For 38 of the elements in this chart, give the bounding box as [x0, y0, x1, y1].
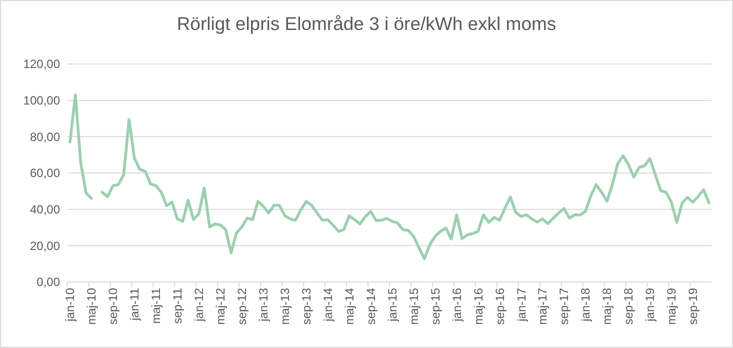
x-tick-label: jan-19 [643, 288, 658, 322]
x-tick-label: maj-17 [536, 288, 550, 325]
y-tick-label: 60,00 [30, 166, 60, 180]
x-tick-label: maj-11 [149, 288, 164, 324]
x-tick-label: maj-15 [406, 288, 421, 325]
x-tick-label: jan-11 [128, 288, 142, 322]
chart-title: Rörligt elpris Elområde 3 i öre/kWh exkl moms [176, 13, 556, 34]
x-tick-label: jan-18 [578, 288, 593, 322]
x-tick-label: sep-18 [622, 288, 636, 325]
x-tick-label: jan-16 [450, 288, 464, 322]
x-tick-label: jan-13 [256, 288, 271, 322]
x-tick-label: jan-10 [63, 288, 78, 322]
x-tick-label: sep-17 [557, 288, 572, 325]
y-tick-label: 120,00 [23, 57, 60, 72]
x-tick-label: sep-11 [170, 288, 185, 324]
x-tick-label: maj-13 [278, 288, 292, 325]
x-tick-label: sep-14 [364, 288, 378, 325]
x-tick-label: jan-15 [385, 288, 400, 322]
x-tick-label: jan-17 [514, 288, 528, 322]
x-tick-label: maj-14 [342, 288, 356, 325]
y-tick-label: 0,00 [36, 275, 60, 290]
y-tick-label: 20,00 [30, 238, 60, 253]
x-tick-label: jan-12 [192, 288, 206, 322]
x-tick-label: jan-14 [320, 288, 335, 322]
x-tick-label: maj-12 [214, 288, 228, 325]
x-tick-label: sep-15 [428, 288, 442, 325]
x-tick-label: sep-10 [106, 288, 120, 325]
x-tick-label: sep-19 [686, 288, 700, 325]
x-tick-label: sep-12 [235, 288, 250, 325]
y-tick-label: 40,00 [30, 202, 60, 217]
x-tick-label: sep-16 [492, 288, 507, 325]
y-tick-label: 80,00 [30, 130, 60, 144]
y-tick-label: 100,00 [23, 94, 60, 108]
x-tick-label: maj-19 [664, 288, 679, 325]
x-tick-label: sep-13 [299, 288, 314, 325]
x-tick-label: maj-16 [471, 288, 486, 325]
x-tick-label: maj-18 [600, 288, 614, 325]
x-tick-label: maj-10 [84, 288, 99, 325]
